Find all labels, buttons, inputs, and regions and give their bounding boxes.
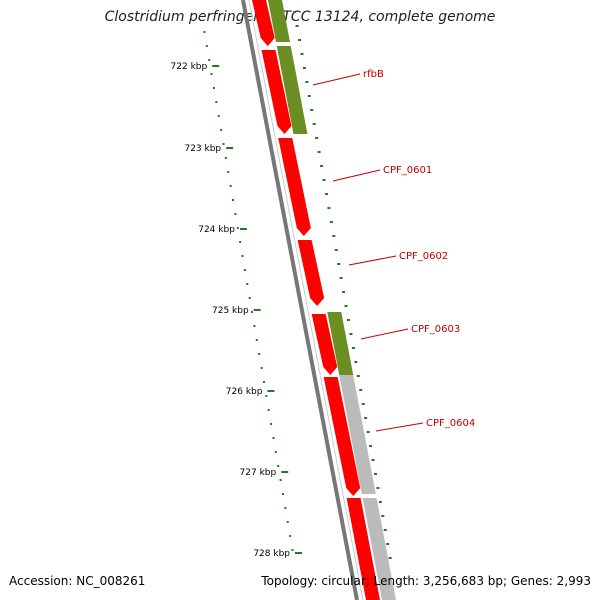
gene-label: CPF_0603 [411,324,460,335]
cds-forward-5 [311,314,338,375]
topology-text: Topology: circular; Length: 3,256,683 bp… [261,574,591,588]
cds-green-1 [268,0,290,42]
cds-gray-2 [362,498,396,600]
map-title: Clostridium perfringens ATCC 13124, comp… [104,9,496,25]
scale-tick-label: 724 kbp [198,225,235,235]
cds-forward-6 [323,377,361,496]
cds-forward-1 [252,0,275,46]
backbone-line [241,0,359,600]
scale-tick-label: 727 kbp [240,468,277,478]
cds-forward-3 [278,138,311,236]
gene-label: rfbB [363,69,384,80]
cds-forward-4 [297,240,325,306]
scale-tick-label: 726 kbp [226,387,263,397]
gene-label-line [332,169,381,182]
accession-text: Accession: NC_008261 [9,574,146,588]
cds-gray-1 [339,375,376,494]
cds-forward-2 [261,50,292,134]
gene-label: CPF_0604 [426,418,475,429]
scale-tick-label: 728 kbp [253,549,290,559]
gene-label-line [375,422,424,432]
gene-label-line [312,73,361,86]
gene-label: CPF_0602 [399,251,448,262]
scale-tick-label: 725 kbp [212,306,249,316]
cds-green-2 [276,46,308,134]
gene-label-line [360,328,409,340]
gene-label: CPF_0601 [383,165,432,176]
scale-tick-label: 722 kbp [171,62,208,72]
gene-label-line [348,255,397,266]
backbone-shadow [248,0,364,600]
cds-forward-7 [346,498,380,600]
cds-green-3 [327,312,354,375]
scale-tick-label: 723 kbp [184,144,221,154]
